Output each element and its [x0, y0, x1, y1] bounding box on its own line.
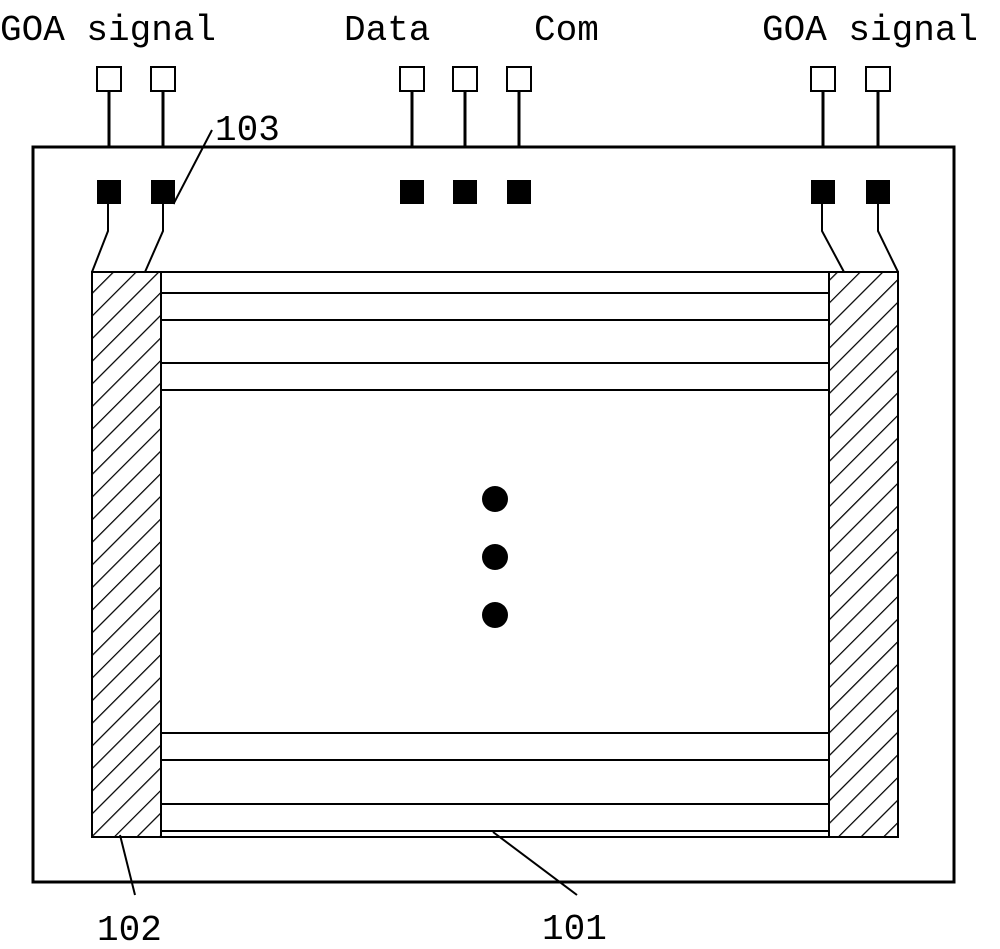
- label-goa-left: GOA signal: [0, 10, 216, 51]
- leader-102: [120, 835, 135, 895]
- outer-pad: [453, 67, 477, 91]
- inner-pad: [507, 180, 531, 204]
- outer-pad: [507, 67, 531, 91]
- pad-connector-right: [878, 204, 898, 272]
- leader-101: [493, 832, 577, 895]
- label-goa-right: GOA signal: [762, 10, 978, 51]
- outer-pad: [400, 67, 424, 91]
- outer-pad: [97, 67, 121, 91]
- pad-connector-left: [145, 204, 163, 272]
- label-com: Com: [534, 10, 599, 51]
- ellipsis-dot: [482, 602, 508, 628]
- outer-pad: [866, 67, 890, 91]
- pad-connector-left: [92, 204, 108, 272]
- inner-pad: [453, 180, 477, 204]
- ellipsis-dot: [482, 544, 508, 570]
- inner-pad: [866, 180, 890, 204]
- label-ref-103: 103: [215, 110, 280, 151]
- outer-pad: [151, 67, 175, 91]
- label-data: Data: [344, 10, 430, 51]
- ellipsis-dot: [482, 486, 508, 512]
- pad-connector-right: [822, 204, 844, 272]
- outer-pad: [811, 67, 835, 91]
- left-goa-strip: [92, 272, 161, 837]
- label-ref-101: 101: [542, 909, 607, 949]
- inner-pad: [811, 180, 835, 204]
- inner-pad: [97, 180, 121, 204]
- right-goa-strip: [829, 272, 898, 837]
- inner-pad: [400, 180, 424, 204]
- label-ref-102: 102: [97, 910, 162, 949]
